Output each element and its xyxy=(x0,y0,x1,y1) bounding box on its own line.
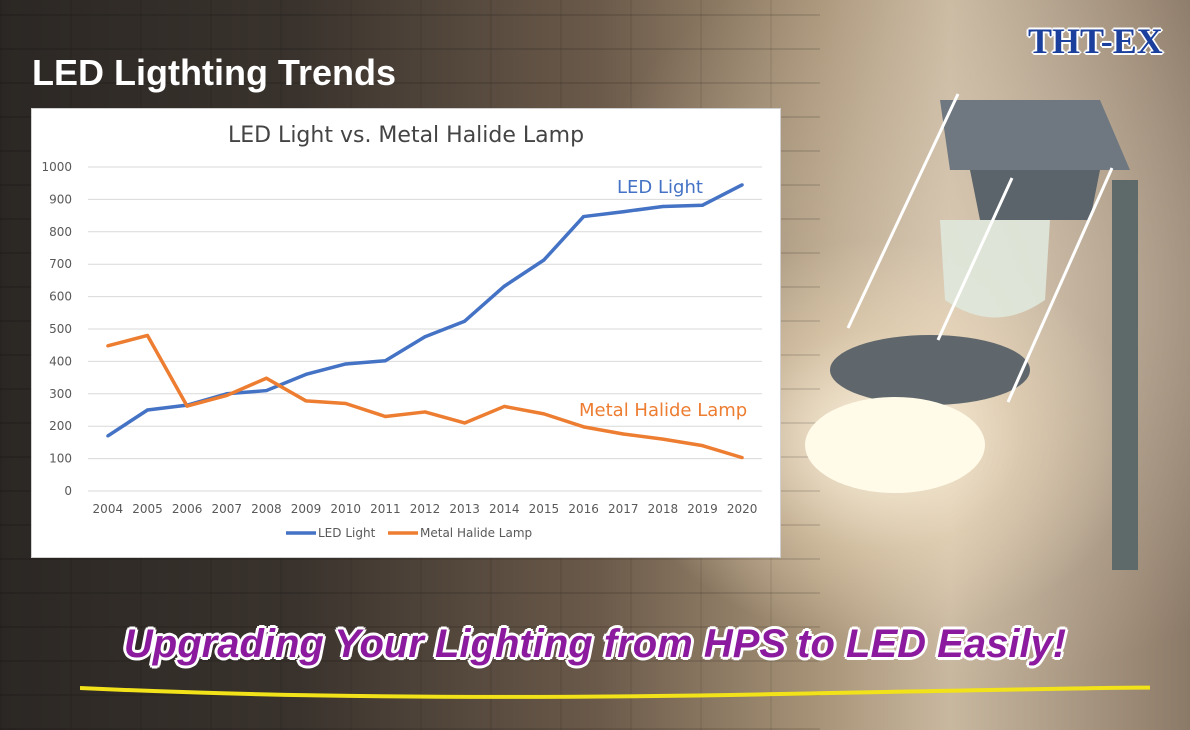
data-point xyxy=(463,319,467,323)
data-point xyxy=(225,393,229,398)
data-point xyxy=(304,399,308,403)
x-tick-label: 2008 xyxy=(251,502,282,516)
data-point xyxy=(423,410,427,414)
data-point xyxy=(542,412,546,416)
data-point xyxy=(542,258,546,262)
annotation-led-light: LED Light xyxy=(617,177,703,198)
x-tick-label: 2016 xyxy=(568,502,599,516)
data-point xyxy=(304,372,308,376)
brand-logo: THT-EX xyxy=(1028,21,1163,61)
legend-label: Metal Halide Lamp xyxy=(420,526,532,540)
data-point xyxy=(185,404,189,408)
y-tick-label: 1000 xyxy=(41,160,72,174)
data-point xyxy=(106,434,110,438)
data-point xyxy=(383,359,387,363)
x-tick-label: 2017 xyxy=(608,502,639,516)
y-tick-label: 500 xyxy=(49,322,72,336)
series-line-metal-halide-lamp xyxy=(107,333,743,460)
x-tick-label: 2015 xyxy=(529,502,560,516)
data-point xyxy=(502,404,506,409)
x-tick-label: 2004 xyxy=(93,502,124,516)
data-point xyxy=(502,284,506,288)
led-fixture xyxy=(830,335,1030,405)
x-tick-label: 2010 xyxy=(330,502,361,516)
y-tick-label: 900 xyxy=(49,192,72,206)
x-tick-label: 2013 xyxy=(449,502,480,516)
line-chart: LED Light vs. Metal Halide Lamp 0 100 200 30… xyxy=(41,123,762,540)
lamp-pole xyxy=(1112,180,1138,570)
data-point xyxy=(661,437,665,441)
data-point xyxy=(700,203,705,207)
tagline-underline xyxy=(80,685,1150,699)
data-point xyxy=(621,432,625,436)
x-tick-label: 2005 xyxy=(132,502,163,516)
x-tick-label: 2006 xyxy=(172,502,203,516)
led-light-glow xyxy=(805,397,985,493)
y-tick-label: 400 xyxy=(49,354,72,368)
annotation-metal-halide-lamp: Metal Halide Lamp xyxy=(579,400,747,421)
y-tick-label: 700 xyxy=(49,257,72,271)
tagline: Upgrading Your Lighting from HPS to LED … xyxy=(123,622,1067,666)
chart-title: LED Light vs. Metal Halide Lamp xyxy=(228,123,584,148)
x-tick-label: 2014 xyxy=(489,502,520,516)
data-point xyxy=(581,214,586,219)
x-tick-label: 2009 xyxy=(291,502,322,516)
lamp-housing xyxy=(940,100,1130,170)
y-tick-label: 100 xyxy=(49,452,72,466)
data-point xyxy=(661,204,665,209)
data-point xyxy=(581,425,586,429)
data-point xyxy=(740,183,744,187)
page-title: LED Ligthting Trends xyxy=(32,52,396,93)
y-tick-label: 800 xyxy=(49,225,72,239)
x-tick-label: 2012 xyxy=(410,502,441,516)
data-point xyxy=(621,210,625,214)
x-tick-label: 2007 xyxy=(211,502,242,516)
data-point xyxy=(264,388,269,393)
data-point xyxy=(106,344,110,348)
data-point xyxy=(463,421,467,425)
lamp-illustration xyxy=(805,93,1138,570)
series-line-led-light xyxy=(106,183,743,438)
data-point xyxy=(145,333,150,338)
y-tick-label: 600 xyxy=(49,290,72,304)
data-point xyxy=(383,414,387,419)
data-point xyxy=(264,376,269,380)
x-tick-label: 2011 xyxy=(370,502,401,516)
x-tick-label: 2018 xyxy=(648,502,679,516)
data-point xyxy=(423,335,427,339)
x-tick-label: 2020 xyxy=(727,502,758,516)
y-tick-label: 200 xyxy=(49,419,72,433)
data-point xyxy=(145,408,150,412)
data-point xyxy=(740,456,744,460)
data-point xyxy=(700,444,705,448)
data-point xyxy=(344,401,348,406)
chart-panel: LED Light vs. Metal Halide Lamp 0 100 200 30… xyxy=(31,108,781,558)
x-tick-label: 2019 xyxy=(687,502,718,516)
y-tick-label: 0 xyxy=(64,484,72,498)
legend-label: LED Light xyxy=(318,526,376,540)
lamp-glass-globe xyxy=(940,220,1050,318)
y-tick-label: 300 xyxy=(49,387,72,401)
data-point xyxy=(344,362,348,366)
